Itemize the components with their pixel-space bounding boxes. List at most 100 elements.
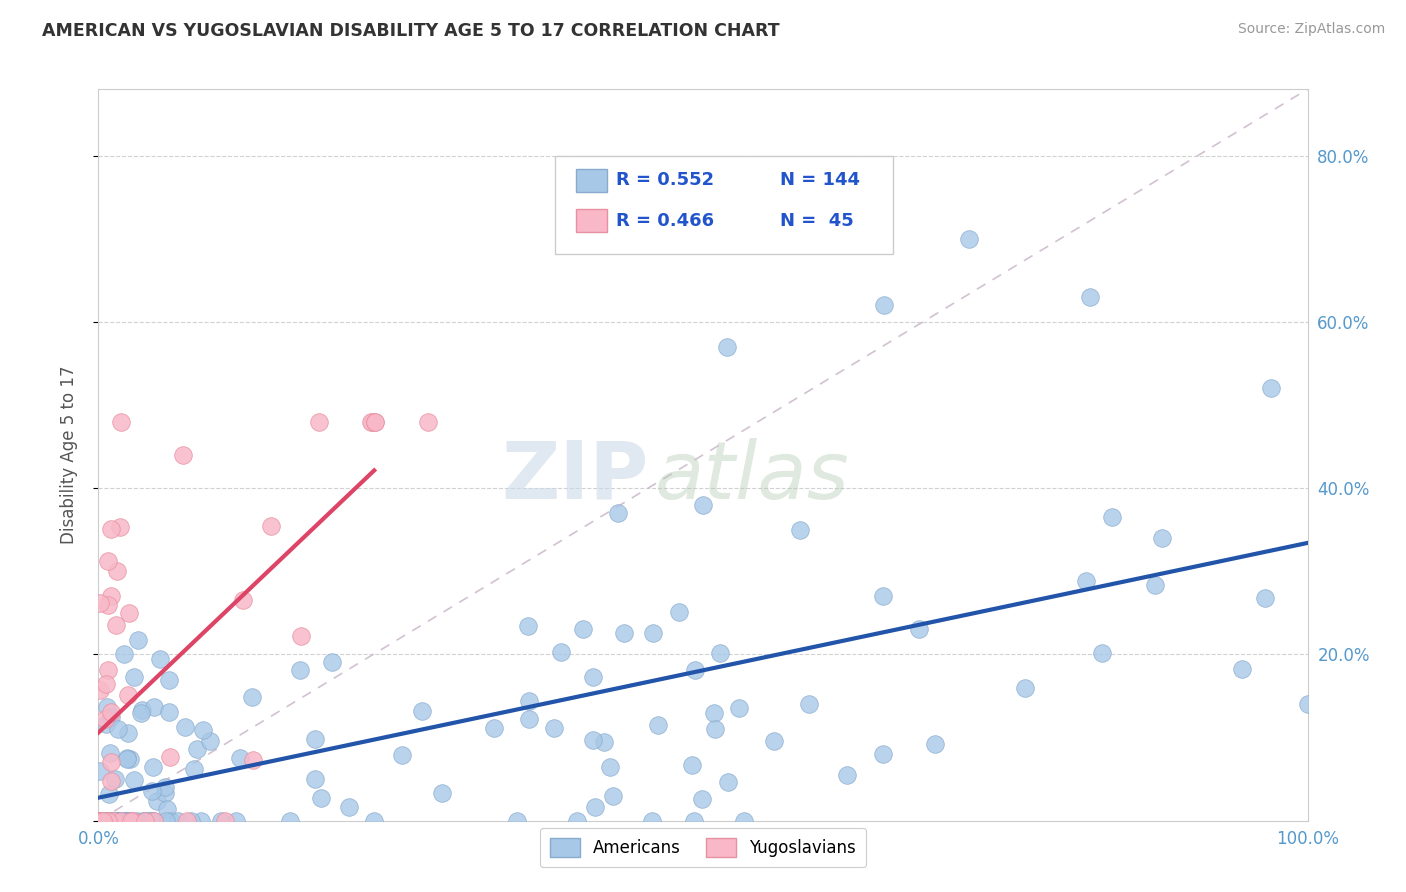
Point bbox=[1074, 574, 1097, 588]
Point bbox=[180, 814, 202, 828]
Point bbox=[391, 748, 413, 763]
Y-axis label: Disability Age 5 to 17: Disability Age 5 to 17 bbox=[59, 366, 77, 544]
Point bbox=[100, 705, 122, 719]
Point bbox=[97, 554, 120, 568]
Point bbox=[191, 723, 214, 737]
Point bbox=[1143, 577, 1166, 591]
Point bbox=[127, 632, 149, 647]
Point bbox=[89, 814, 111, 828]
Text: R = 0.552: R = 0.552 bbox=[616, 171, 714, 189]
Point bbox=[125, 814, 148, 828]
Point bbox=[157, 705, 180, 719]
Point bbox=[873, 298, 896, 312]
Point bbox=[1254, 591, 1277, 606]
Point bbox=[418, 415, 440, 429]
Point bbox=[103, 814, 125, 828]
Point bbox=[872, 589, 894, 603]
Point bbox=[640, 814, 662, 828]
Point bbox=[132, 814, 155, 828]
Point bbox=[96, 814, 118, 828]
Point bbox=[159, 814, 181, 828]
Point bbox=[278, 814, 301, 828]
Point bbox=[789, 523, 811, 537]
Point bbox=[97, 814, 120, 828]
Point bbox=[108, 520, 131, 534]
Point bbox=[142, 814, 165, 828]
Point bbox=[142, 760, 165, 774]
Point bbox=[139, 814, 162, 828]
Point bbox=[111, 814, 134, 828]
Point bbox=[517, 694, 540, 708]
Point bbox=[225, 814, 247, 828]
Point bbox=[190, 814, 212, 828]
Point bbox=[117, 814, 139, 828]
Point bbox=[96, 716, 118, 731]
Text: R = 0.466: R = 0.466 bbox=[616, 211, 714, 230]
Point bbox=[567, 814, 589, 828]
Text: ZIP: ZIP bbox=[502, 438, 648, 516]
Point bbox=[229, 750, 252, 764]
Point bbox=[1014, 681, 1036, 695]
Point bbox=[155, 814, 177, 828]
Point bbox=[153, 786, 176, 800]
Point bbox=[103, 814, 125, 828]
Point bbox=[145, 794, 167, 808]
Point bbox=[762, 733, 785, 747]
Point bbox=[172, 448, 194, 462]
Point bbox=[104, 618, 127, 632]
Point bbox=[304, 772, 326, 786]
Point bbox=[321, 655, 343, 669]
Point bbox=[692, 498, 714, 512]
Point bbox=[117, 814, 139, 828]
Point bbox=[142, 700, 165, 714]
Point bbox=[96, 699, 118, 714]
Point bbox=[132, 814, 155, 828]
Point bbox=[96, 814, 118, 828]
Point bbox=[550, 645, 572, 659]
Point bbox=[135, 814, 157, 828]
Point bbox=[107, 814, 129, 828]
Point bbox=[94, 676, 117, 690]
Point bbox=[115, 814, 138, 828]
Point bbox=[105, 564, 128, 578]
Point bbox=[117, 726, 139, 740]
Point bbox=[98, 788, 121, 802]
Point bbox=[108, 814, 131, 828]
Point bbox=[122, 772, 145, 787]
Point bbox=[572, 622, 595, 636]
Point bbox=[114, 814, 136, 828]
Point bbox=[91, 814, 114, 828]
Point bbox=[681, 758, 703, 772]
Point bbox=[90, 814, 112, 828]
Point bbox=[100, 589, 122, 603]
Point bbox=[141, 814, 163, 828]
Point bbox=[100, 522, 122, 536]
Point bbox=[115, 751, 138, 765]
Point bbox=[599, 760, 621, 774]
Point bbox=[957, 232, 980, 246]
Point bbox=[159, 750, 181, 764]
Point bbox=[240, 690, 263, 704]
Point bbox=[186, 741, 208, 756]
Point bbox=[728, 700, 751, 714]
Point bbox=[517, 619, 540, 633]
Point bbox=[232, 593, 254, 607]
Point bbox=[117, 752, 139, 766]
Point bbox=[797, 697, 820, 711]
Point bbox=[120, 814, 142, 828]
Point bbox=[153, 780, 176, 794]
Text: N = 144: N = 144 bbox=[780, 171, 860, 189]
Point bbox=[361, 415, 384, 429]
Point bbox=[1078, 290, 1101, 304]
Point bbox=[290, 629, 312, 643]
Point bbox=[89, 814, 111, 828]
Point bbox=[100, 756, 122, 770]
Point bbox=[1101, 510, 1123, 524]
Point bbox=[118, 751, 141, 765]
Point bbox=[908, 622, 931, 636]
Point bbox=[105, 814, 128, 828]
Point bbox=[120, 814, 142, 828]
Point bbox=[685, 663, 707, 677]
Point bbox=[105, 814, 128, 828]
Point bbox=[211, 814, 233, 828]
